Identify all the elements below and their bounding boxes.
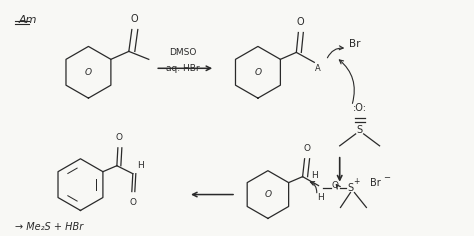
Text: H: H: [311, 171, 318, 180]
Text: O: O: [129, 198, 137, 206]
Text: → Me₂S + HBr: → Me₂S + HBr: [15, 222, 83, 232]
Text: O: O: [255, 68, 262, 77]
Text: O: O: [297, 17, 304, 26]
Text: O: O: [115, 133, 122, 142]
Text: O: O: [332, 181, 339, 190]
Text: +: +: [353, 177, 360, 186]
Text: Br: Br: [349, 39, 361, 49]
Text: aq. HBr: aq. HBr: [166, 64, 200, 73]
Text: O: O: [130, 13, 137, 24]
Text: −: −: [383, 173, 390, 182]
Text: H: H: [317, 193, 324, 202]
Text: Am: Am: [18, 15, 37, 25]
Text: O: O: [85, 68, 92, 77]
Text: S: S: [347, 183, 354, 193]
Text: DMSO: DMSO: [170, 48, 197, 57]
Text: H: H: [137, 161, 144, 170]
Text: Br: Br: [370, 178, 381, 188]
Text: O: O: [303, 144, 310, 153]
Text: A: A: [315, 64, 321, 73]
Text: O: O: [264, 190, 272, 199]
Text: S: S: [356, 125, 363, 135]
Text: :O:: :O:: [353, 103, 367, 113]
